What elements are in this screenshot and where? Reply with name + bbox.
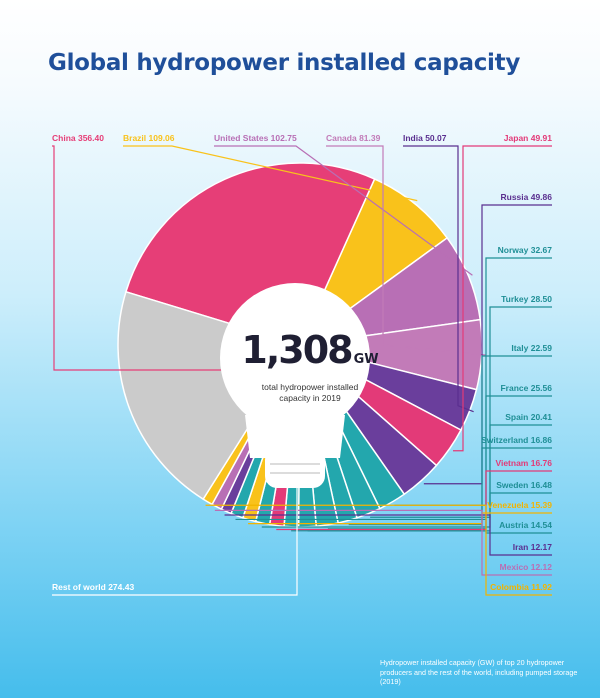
leader-line-russia bbox=[423, 204, 552, 485]
footnote: Hydropower installed capacity (GW) of to… bbox=[380, 658, 578, 686]
leader-line-sweden bbox=[261, 492, 552, 528]
leader-line-canada bbox=[326, 145, 486, 356]
leader-line-mexico bbox=[214, 509, 552, 576]
total-caption-line1: total hydropower installed bbox=[261, 382, 359, 392]
lightbulb-icon bbox=[220, 283, 370, 488]
label-austria: Austria 14.54 bbox=[499, 520, 552, 530]
leader-line-turkey bbox=[370, 306, 552, 518]
label-brazil: Brazil 109.06 bbox=[123, 133, 175, 143]
total-unit: GW bbox=[353, 352, 379, 367]
leader-line-iran bbox=[224, 514, 552, 556]
leader-line-switzerland bbox=[291, 447, 552, 532]
leader-line-india bbox=[403, 145, 474, 413]
leader-line-brazil bbox=[123, 145, 418, 202]
label-united-states: United States 102.75 bbox=[214, 133, 297, 143]
total-caption-line2: capacity in 2019 bbox=[279, 393, 341, 403]
label-india: India 50.07 bbox=[403, 133, 447, 143]
leader-line-japan bbox=[453, 145, 552, 452]
label-mexico: Mexico 12.12 bbox=[500, 562, 553, 572]
label-spain: Spain 20.41 bbox=[505, 412, 552, 422]
label-japan: Japan 49.91 bbox=[504, 133, 552, 143]
label-iran: Iran 12.17 bbox=[513, 542, 552, 552]
label-switzerland: Switzerland 16.86 bbox=[481, 435, 552, 445]
leader-line-vietnam bbox=[276, 470, 552, 531]
label-turkey: Turkey 28.50 bbox=[501, 294, 552, 304]
label-rest-of-world: Rest of world 274.43 bbox=[52, 582, 134, 592]
label-france: France 25.56 bbox=[500, 383, 552, 393]
label-venezuela: Venezuela 15.39 bbox=[487, 500, 552, 510]
total-value: 1,308 GW bbox=[225, 328, 395, 382]
leader-line-china bbox=[52, 145, 224, 371]
label-colombia: Colombia 11.92 bbox=[490, 582, 552, 592]
label-china: China 356.40 bbox=[52, 133, 104, 143]
leader-line-united-states bbox=[214, 145, 473, 276]
leader-line-italy bbox=[348, 355, 552, 526]
label-canada: Canada 81.39 bbox=[326, 133, 381, 143]
total-number: 1,308 bbox=[241, 328, 353, 372]
label-sweden: Sweden 16.48 bbox=[496, 480, 552, 490]
page-title: Global hydropower installed capacity bbox=[48, 50, 521, 76]
label-italy: Italy 22.59 bbox=[511, 343, 552, 353]
center-total: 1,308 GW total hydropower installed capac… bbox=[225, 328, 395, 404]
label-norway: Norway 32.67 bbox=[498, 245, 553, 255]
leader-line-colombia bbox=[205, 504, 552, 596]
label-russia: Russia 49.86 bbox=[500, 192, 552, 202]
label-vietnam: Vietnam 16.76 bbox=[495, 458, 552, 468]
